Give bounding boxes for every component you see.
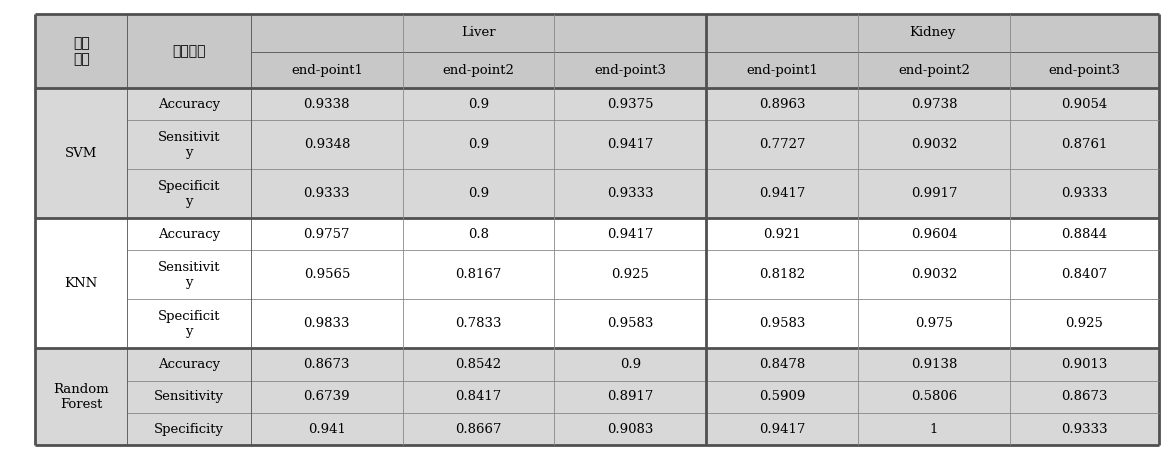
Text: 0.925: 0.925 — [1066, 317, 1103, 330]
Bar — [35, 348, 1159, 445]
Text: 0.5806: 0.5806 — [911, 390, 957, 403]
Text: 0.9: 0.9 — [619, 358, 641, 371]
Text: 0.9138: 0.9138 — [911, 358, 957, 371]
Text: 0.9417: 0.9417 — [759, 423, 806, 436]
Text: Specificity: Specificity — [155, 423, 224, 436]
Bar — [35, 218, 1159, 348]
Text: 0.9338: 0.9338 — [303, 98, 350, 111]
Text: 0.941: 0.941 — [308, 423, 345, 436]
Text: 0.9417: 0.9417 — [759, 187, 806, 200]
Text: 0.9375: 0.9375 — [607, 98, 653, 111]
Bar — [35, 88, 1159, 218]
Text: 0.925: 0.925 — [611, 269, 649, 281]
Text: 0.9032: 0.9032 — [911, 138, 957, 151]
Text: 0.9333: 0.9333 — [607, 187, 653, 200]
Text: 0.8963: 0.8963 — [759, 98, 806, 111]
Text: Specificit
y: Specificit y — [158, 310, 220, 338]
Text: 0.8167: 0.8167 — [456, 269, 502, 281]
Text: 0.9738: 0.9738 — [911, 98, 957, 111]
Text: end-point3: end-point3 — [595, 64, 666, 77]
Text: Sensitivit
y: Sensitivit y — [158, 131, 220, 159]
Text: 0.7833: 0.7833 — [456, 317, 502, 330]
Text: 0.9: 0.9 — [468, 98, 489, 111]
Text: Accuracy: Accuracy — [158, 98, 220, 111]
Text: 0.9757: 0.9757 — [303, 228, 350, 241]
Text: 0.8: 0.8 — [468, 228, 489, 241]
Text: 0.9833: 0.9833 — [303, 317, 350, 330]
Text: end-point2: end-point2 — [443, 64, 514, 77]
Text: 0.8673: 0.8673 — [303, 358, 350, 371]
Text: 0.9917: 0.9917 — [911, 187, 957, 200]
Text: Accuracy: Accuracy — [158, 228, 220, 241]
Text: Accuracy: Accuracy — [158, 358, 220, 371]
Text: SVM: SVM — [66, 146, 97, 160]
Text: 0.8417: 0.8417 — [456, 390, 501, 403]
Text: Specificit
y: Specificit y — [158, 179, 220, 207]
Text: 0.9565: 0.9565 — [303, 269, 350, 281]
Text: 0.9: 0.9 — [468, 187, 489, 200]
Text: 0.8673: 0.8673 — [1061, 390, 1108, 403]
Text: 1: 1 — [930, 423, 938, 436]
Text: end-point1: end-point1 — [746, 64, 819, 77]
Text: 0.9583: 0.9583 — [608, 317, 653, 330]
Text: 0.9: 0.9 — [468, 138, 489, 151]
Text: 0.921: 0.921 — [763, 228, 801, 241]
Text: 0.9013: 0.9013 — [1061, 358, 1108, 371]
Text: 0.8478: 0.8478 — [759, 358, 806, 371]
Text: 0.9333: 0.9333 — [303, 187, 350, 200]
Text: KNN: KNN — [64, 277, 98, 290]
Text: 0.8182: 0.8182 — [759, 269, 806, 281]
Text: 0.8667: 0.8667 — [456, 423, 502, 436]
Text: 0.975: 0.975 — [915, 317, 953, 330]
Text: 0.9333: 0.9333 — [1061, 187, 1108, 200]
Text: 0.8844: 0.8844 — [1061, 228, 1108, 241]
Text: 0.9583: 0.9583 — [759, 317, 806, 330]
Text: Kidney: Kidney — [910, 27, 956, 39]
Text: end-point1: end-point1 — [290, 64, 363, 77]
Text: 모델
종류: 모델 종류 — [73, 36, 90, 66]
Text: 0.9604: 0.9604 — [911, 228, 957, 241]
Bar — [35, 52, 1159, 88]
Text: 0.7727: 0.7727 — [759, 138, 806, 151]
Text: 0.8917: 0.8917 — [608, 390, 653, 403]
Text: Liver: Liver — [461, 27, 497, 39]
Text: 0.8761: 0.8761 — [1061, 138, 1108, 151]
Text: Random
Forest: Random Forest — [54, 383, 109, 411]
Text: 0.6739: 0.6739 — [303, 390, 350, 403]
Text: 평가척도: 평가척도 — [172, 44, 206, 58]
Text: 0.8407: 0.8407 — [1061, 269, 1108, 281]
Text: 0.9333: 0.9333 — [1061, 423, 1108, 436]
Text: Sensitivity: Sensitivity — [155, 390, 224, 403]
Text: 0.9417: 0.9417 — [608, 228, 653, 241]
Text: 0.9054: 0.9054 — [1061, 98, 1108, 111]
Text: 0.9417: 0.9417 — [608, 138, 653, 151]
Bar — [35, 14, 1159, 52]
Text: end-point2: end-point2 — [898, 64, 970, 77]
Text: 0.8542: 0.8542 — [456, 358, 501, 371]
Text: 0.5909: 0.5909 — [759, 390, 806, 403]
Text: 0.9083: 0.9083 — [608, 423, 653, 436]
Text: 0.9348: 0.9348 — [303, 138, 350, 151]
Text: Sensitivit
y: Sensitivit y — [158, 261, 220, 289]
Text: 0.9032: 0.9032 — [911, 269, 957, 281]
Text: end-point3: end-point3 — [1048, 64, 1121, 77]
